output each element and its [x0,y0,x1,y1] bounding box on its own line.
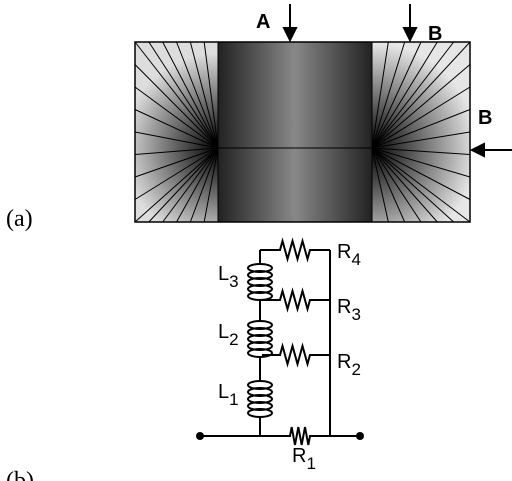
component-label: L2 [218,321,239,349]
label-main: R [292,445,306,467]
component-label: R4 [337,241,361,269]
component-label: R2 [337,351,361,379]
label-sub: 1 [229,390,238,409]
arrow-label: A [256,11,270,33]
label-main: L [218,381,229,403]
sample-block [135,42,470,222]
component-label: R3 [337,296,361,324]
resistor [260,241,330,259]
label-main: R [337,351,351,373]
label-main: L [218,263,229,285]
label-sub: 3 [351,305,360,324]
label-main: R [337,241,351,263]
arrow-label: B [478,107,492,129]
label-sub: 3 [229,272,238,291]
panel-label: (b) [6,468,34,481]
label-main: L [218,321,229,343]
label-main: R [337,296,351,318]
label-sub: 2 [229,330,238,349]
panel-label: (a) [6,206,33,232]
label-sub: 1 [306,454,315,473]
figure: A B B (a) (b) L3L2L1R4R3R2R1 [0,0,512,481]
resistor [270,427,330,445]
component-label: L3 [218,263,239,291]
label-sub: 4 [351,250,360,269]
component-label: L1 [218,381,239,409]
component-label: R1 [292,445,316,473]
label-sub: 2 [351,360,360,379]
arrow-label: B [428,23,442,45]
